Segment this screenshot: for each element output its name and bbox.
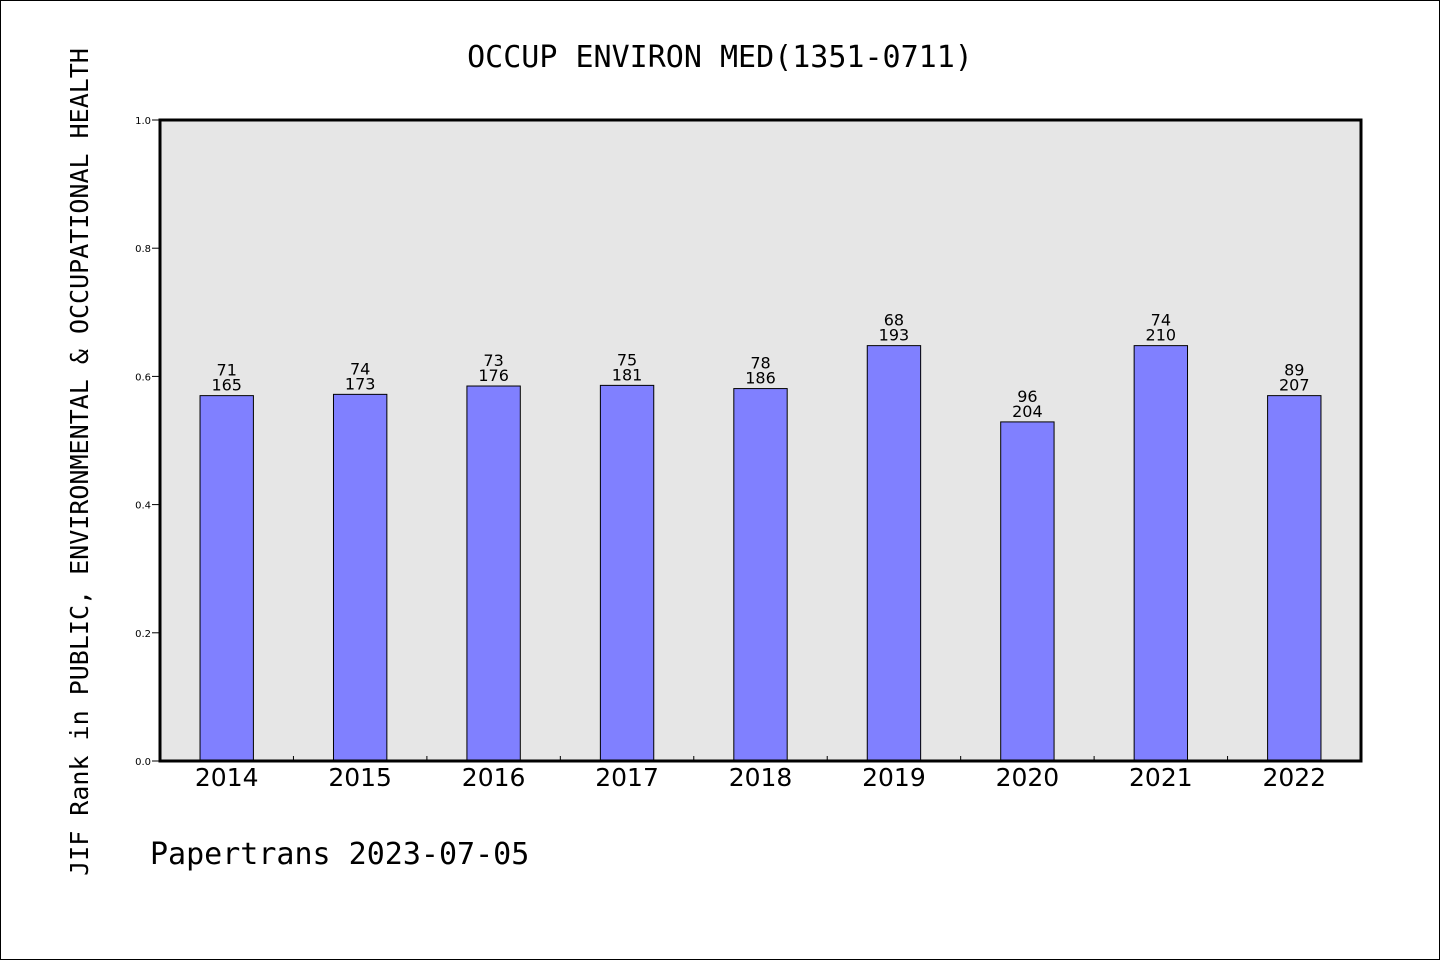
bar-rank-label-2019: 68 [884, 311, 904, 330]
bar-total-label-2020: 204 [1012, 402, 1043, 421]
bar-2015 [332, 393, 388, 762]
y-axis-ticks: 0.0 0.2 0.4 0.6 0.8 1.0 [135, 116, 160, 768]
x-tick-label-2021: 2021 [1129, 763, 1193, 792]
bar-2019 [866, 345, 922, 762]
bar-2021 [1133, 345, 1189, 762]
bar-rank-label-2015: 74 [350, 359, 370, 378]
bar-total-label-2022: 207 [1279, 376, 1310, 395]
y-axis-label: JIF Rank in PUBLIC, ENVIRONMENTAL & OCCU… [65, 48, 94, 876]
bar-rank-label-2022: 89 [1284, 361, 1304, 380]
footer-credit: Papertrans 2023-07-05 [150, 837, 529, 872]
x-tick-label-2016: 2016 [462, 763, 526, 792]
x-tick-label-2018: 2018 [729, 763, 793, 792]
chart-title: OCCUP ENVIRON MED(1351-0711) [467, 40, 973, 75]
bar-total-label-2021: 210 [1146, 326, 1177, 345]
bar-total-label-2019: 193 [879, 326, 910, 345]
bar-rank-label-2021: 74 [1151, 311, 1171, 330]
x-tick-label-2022: 2022 [1262, 763, 1326, 792]
y-tick-label: 0.4 [135, 501, 151, 512]
x-tick-label-2014: 2014 [195, 763, 259, 792]
y-tick-label: 0.0 [135, 757, 151, 768]
plot-border [158, 118, 1363, 763]
bar-labels: 7116574173731767518178186681939620474210… [211, 311, 1309, 421]
x-tick-label-2019: 2019 [862, 763, 926, 792]
bar-2016 [466, 385, 521, 762]
x-tick-label-2015: 2015 [328, 763, 392, 792]
bar-2018 [733, 388, 788, 762]
bar-rank-label-2014: 71 [217, 361, 237, 380]
bar-rank-label-2016: 73 [483, 351, 503, 370]
bar-2020 [1000, 421, 1055, 762]
x-tick-label-2020: 2020 [996, 763, 1060, 792]
y-tick-label: 0.6 [135, 372, 151, 383]
bar-total-label-2014: 165 [211, 376, 242, 395]
bar-total-label-2018: 186 [745, 369, 776, 388]
bar-rank-label-2020: 96 [1017, 387, 1037, 406]
bar-rank-label-2017: 75 [617, 350, 637, 369]
y-tick-label: 0.2 [135, 629, 151, 640]
bar-2014 [199, 395, 254, 762]
x-axis-ticks: 2014 2015 2016 2017 2018 2019 2020 2021 2022 [195, 756, 1326, 792]
x-tick-label-2017: 2017 [595, 763, 659, 792]
bar-total-label-2017: 181 [612, 365, 643, 384]
bar-total-label-2015: 173 [345, 374, 376, 393]
bar-total-label-2016: 176 [478, 366, 509, 385]
y-tick-label: 0.8 [135, 244, 151, 255]
bar-2017 [599, 384, 655, 762]
bar-2022 [1267, 395, 1322, 762]
y-tick-label: 1.0 [135, 116, 151, 127]
bar-rank-label-2018: 78 [750, 354, 770, 373]
bars [199, 345, 1322, 762]
